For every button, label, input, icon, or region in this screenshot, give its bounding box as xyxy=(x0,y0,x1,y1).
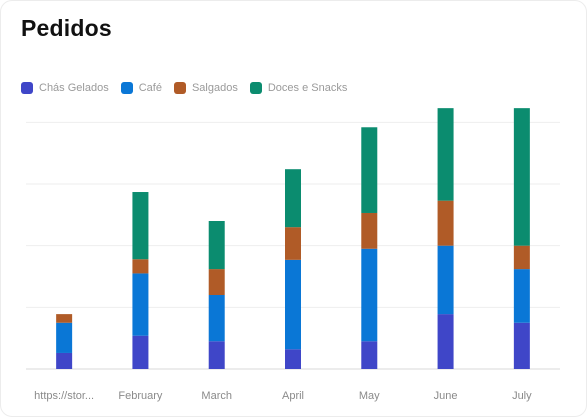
bar-segment-cafe[interactable] xyxy=(285,259,301,350)
bar-segment-cafe[interactable] xyxy=(132,273,149,336)
bar-segment-salgados[interactable] xyxy=(361,212,378,249)
bar-segment-salgados[interactable] xyxy=(56,314,73,323)
legend-label-doces-e-snacks: Doces e Snacks xyxy=(267,82,348,94)
bar-segment-salgados[interactable] xyxy=(208,269,225,295)
legend-swatch-doces-e-snacks xyxy=(249,82,262,94)
x-tick-label: July xyxy=(512,390,532,402)
bar-segment-doces-e-snacks[interactable] xyxy=(361,127,378,213)
legend-swatch-cafe xyxy=(120,82,133,94)
x-tick-label: March xyxy=(201,390,232,402)
x-axis-labels: https://stor... February March April May June… xyxy=(34,390,532,402)
bar-segment-chas-gelados[interactable] xyxy=(285,349,301,369)
chart-title: Pedidos xyxy=(21,15,112,41)
bar-segment-chas-gelados[interactable] xyxy=(361,341,378,369)
bar-segment-doces-e-snacks[interactable] xyxy=(208,221,225,270)
legend-item-salgados[interactable]: Salgados xyxy=(173,82,238,94)
legend-item-cafe[interactable]: Café xyxy=(120,82,162,94)
bar-segment-chas-gelados[interactable] xyxy=(437,314,454,369)
bar-segment-doces-e-snacks[interactable] xyxy=(437,108,454,201)
bar-segment-cafe[interactable] xyxy=(513,269,530,323)
bar-segment-chas-gelados[interactable] xyxy=(208,341,225,369)
bar-segment-doces-e-snacks[interactable] xyxy=(132,192,149,260)
bar-segment-salgados[interactable] xyxy=(437,200,454,246)
bar-segment-cafe[interactable] xyxy=(56,322,73,353)
bar-segment-chas-gelados[interactable] xyxy=(132,335,149,369)
bar-segment-chas-gelados[interactable] xyxy=(513,322,530,369)
x-tick-label: June xyxy=(434,390,458,402)
bars xyxy=(56,108,530,369)
chart-legend: Chás Gelados Café Salgados Doces e Snack… xyxy=(21,82,347,94)
bar-segment-cafe[interactable] xyxy=(208,295,225,342)
legend-label-salgados: Salgados xyxy=(191,82,238,94)
legend-swatch-chas-gelados xyxy=(21,82,33,94)
bar-segment-chas-gelados[interactable] xyxy=(56,352,73,369)
bar-segment-cafe[interactable] xyxy=(437,245,454,315)
x-tick-label: April xyxy=(282,390,304,402)
legend-swatch-salgados xyxy=(173,82,186,94)
legend-item-doces-e-snacks[interactable]: Doces e Snacks xyxy=(249,82,348,94)
bar-segment-salgados[interactable] xyxy=(513,245,530,270)
x-tick-label: https://stor... xyxy=(34,390,94,402)
bar-segment-doces-e-snacks[interactable] xyxy=(513,108,530,246)
legend-label-cafe: Café xyxy=(138,82,162,94)
x-tick-label: May xyxy=(359,390,380,402)
bar-segment-cafe[interactable] xyxy=(361,248,378,342)
legend-item-chas-gelados[interactable]: Chás Gelados xyxy=(21,82,109,94)
bar-segment-doces-e-snacks[interactable] xyxy=(285,169,301,228)
bar-segment-salgados[interactable] xyxy=(132,259,149,274)
legend-label-chas-gelados: Chás Gelados xyxy=(39,82,109,94)
bar-segment-salgados[interactable] xyxy=(285,227,301,260)
x-tick-label: February xyxy=(118,390,163,402)
